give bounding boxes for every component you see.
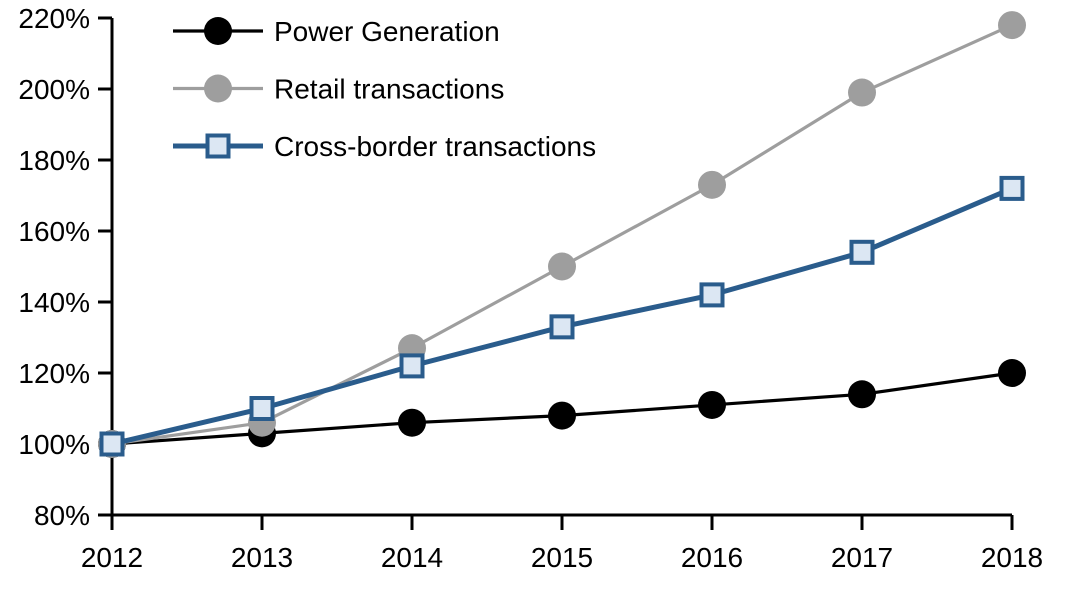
x-axis-tick-label: 2016 bbox=[681, 542, 743, 573]
marker-circle-power-generation-2014 bbox=[398, 408, 426, 437]
marker-square-cross-border-transactions-2012 bbox=[99, 431, 125, 457]
y-axis-tick-label: 220% bbox=[18, 3, 90, 34]
x-axis-tick-label: 2014 bbox=[381, 542, 443, 573]
x-axis-tick-label: 2015 bbox=[531, 542, 593, 573]
legend-label-retail-transactions: Retail transactions bbox=[274, 74, 504, 105]
marker-circle-legend-retail-transactions bbox=[204, 74, 232, 103]
legend-label-power-generation: Power Generation bbox=[274, 16, 500, 47]
y-axis-tick-label: 120% bbox=[18, 358, 90, 389]
legend-label-cross-border-transactions: Cross-border transactions bbox=[274, 131, 596, 162]
y-axis-tick-label: 140% bbox=[18, 287, 90, 318]
marker-circle-power-generation-2017 bbox=[848, 380, 876, 409]
x-axis-tick-label: 2013 bbox=[231, 542, 293, 573]
marker-circle-power-generation-2018 bbox=[998, 359, 1026, 387]
marker-square-cross-border-transactions-2018 bbox=[999, 175, 1025, 201]
marker-circle-retail-transactions-2018 bbox=[998, 11, 1026, 40]
x-axis-tick-label: 2018 bbox=[981, 542, 1043, 573]
marker-square-cross-border-transactions-2013 bbox=[249, 396, 275, 421]
y-axis-tick-label: 180% bbox=[18, 145, 90, 176]
x-axis-tick-label: 2012 bbox=[81, 542, 143, 573]
marker-square-cross-border-transactions-2017 bbox=[849, 239, 875, 265]
y-axis-tick-label: 200% bbox=[18, 74, 90, 105]
marker-square-cross-border-transactions-2015 bbox=[549, 314, 575, 340]
marker-square-cross-border-transactions-2016 bbox=[699, 282, 725, 308]
y-axis-tick-label: 100% bbox=[18, 429, 90, 460]
y-axis-tick-label: 80% bbox=[34, 500, 90, 531]
marker-circle-retail-transactions-2015 bbox=[548, 252, 576, 281]
marker-circle-power-generation-2015 bbox=[548, 401, 576, 430]
marker-circle-retail-transactions-2016 bbox=[698, 170, 726, 199]
x-axis-tick-label: 2017 bbox=[831, 542, 893, 573]
marker-circle-legend-power-generation bbox=[204, 17, 232, 45]
marker-square-cross-border-transactions-2014 bbox=[399, 353, 425, 379]
marker-circle-power-generation-2016 bbox=[698, 390, 726, 419]
marker-square-legend-cross-border-transactions bbox=[205, 133, 231, 159]
y-axis-tick-label: 160% bbox=[18, 216, 90, 247]
marker-circle-retail-transactions-2017 bbox=[848, 78, 876, 107]
